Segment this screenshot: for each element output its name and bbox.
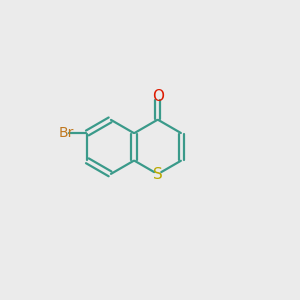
Text: Br: Br: [58, 126, 74, 140]
Text: O: O: [152, 89, 164, 104]
Text: S: S: [153, 167, 163, 182]
